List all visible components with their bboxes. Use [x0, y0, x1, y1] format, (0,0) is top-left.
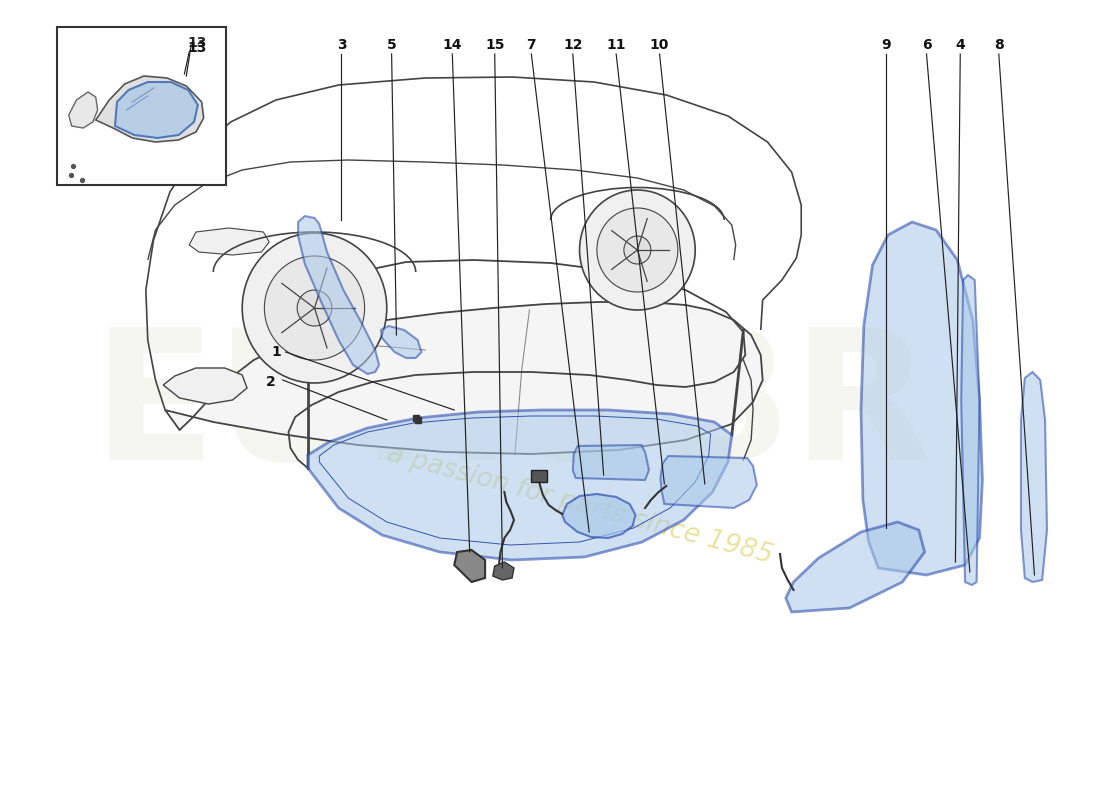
Text: 7: 7: [527, 38, 536, 52]
Polygon shape: [298, 216, 380, 374]
Circle shape: [597, 208, 678, 292]
Text: EUROBR: EUROBR: [92, 322, 932, 498]
Text: 3: 3: [337, 38, 346, 52]
Polygon shape: [454, 550, 485, 582]
Polygon shape: [189, 228, 270, 255]
Text: 15: 15: [485, 38, 505, 52]
Polygon shape: [116, 82, 198, 138]
Polygon shape: [961, 275, 979, 585]
Circle shape: [580, 190, 695, 310]
Text: 6: 6: [922, 38, 932, 52]
Text: 1: 1: [271, 345, 281, 359]
Bar: [531, 470, 547, 482]
Text: 9: 9: [881, 38, 891, 52]
Circle shape: [624, 236, 651, 264]
Polygon shape: [68, 92, 98, 128]
Polygon shape: [163, 368, 248, 404]
Text: 2: 2: [266, 375, 276, 389]
Text: 4: 4: [956, 38, 965, 52]
Polygon shape: [861, 222, 982, 575]
Polygon shape: [562, 494, 636, 538]
Text: a passion for parts since 1985: a passion for parts since 1985: [384, 441, 776, 569]
Polygon shape: [493, 562, 514, 580]
Text: 14: 14: [442, 38, 462, 52]
Text: 13: 13: [187, 41, 207, 55]
Polygon shape: [165, 302, 762, 454]
Text: 10: 10: [650, 38, 669, 52]
Polygon shape: [96, 76, 204, 142]
Text: 5: 5: [387, 38, 396, 52]
Polygon shape: [308, 410, 732, 560]
Polygon shape: [573, 445, 649, 480]
Circle shape: [242, 233, 387, 383]
Polygon shape: [660, 456, 757, 508]
Text: 13: 13: [187, 36, 207, 50]
Circle shape: [297, 290, 332, 326]
Polygon shape: [1021, 372, 1047, 582]
FancyBboxPatch shape: [57, 27, 225, 185]
Circle shape: [264, 256, 364, 360]
Text: 12: 12: [563, 38, 583, 52]
Polygon shape: [785, 522, 925, 612]
Polygon shape: [381, 326, 421, 358]
Text: 8: 8: [994, 38, 1003, 52]
Text: 11: 11: [606, 38, 626, 52]
